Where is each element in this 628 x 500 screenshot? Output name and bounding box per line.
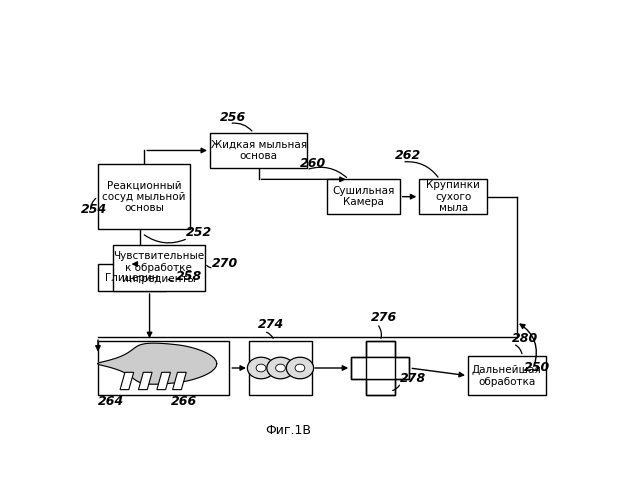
Text: 260: 260 xyxy=(300,156,326,170)
Bar xyxy=(249,341,312,395)
Text: 276: 276 xyxy=(371,310,397,324)
Polygon shape xyxy=(120,372,134,390)
Bar xyxy=(112,245,205,291)
Bar xyxy=(327,180,400,214)
Bar xyxy=(98,264,166,291)
Text: Чувствительные
к обработке
ингредиенты: Чувствительные к обработке ингредиенты xyxy=(113,252,204,284)
Text: Глицерин: Глицерин xyxy=(106,272,159,282)
Text: 278: 278 xyxy=(400,372,426,386)
Circle shape xyxy=(247,357,274,379)
Bar xyxy=(351,358,409,378)
Text: 270: 270 xyxy=(212,257,239,270)
Text: Крупинки
сухого
мыла: Крупинки сухого мыла xyxy=(426,180,480,214)
Circle shape xyxy=(256,364,266,372)
Bar xyxy=(210,133,307,168)
Text: 256: 256 xyxy=(220,110,246,124)
Text: 266: 266 xyxy=(171,396,197,408)
Text: 252: 252 xyxy=(186,226,212,239)
Bar xyxy=(351,358,409,378)
Text: Дальнейшая
обработка: Дальнейшая обработка xyxy=(472,365,542,386)
Polygon shape xyxy=(97,343,217,384)
Text: 250: 250 xyxy=(524,361,550,374)
Text: 258: 258 xyxy=(176,270,202,283)
Circle shape xyxy=(286,357,313,379)
Text: Жидкая мыльная
основа: Жидкая мыльная основа xyxy=(210,140,306,162)
Text: 274: 274 xyxy=(257,318,284,332)
Circle shape xyxy=(295,364,305,372)
Text: 280: 280 xyxy=(512,332,538,345)
Bar xyxy=(98,341,229,395)
Text: 262: 262 xyxy=(395,149,421,162)
Bar xyxy=(468,356,546,395)
Text: Сушильная
Камера: Сушильная Камера xyxy=(332,186,394,208)
Polygon shape xyxy=(173,372,187,390)
Bar xyxy=(98,164,190,230)
Text: Фиг.1В: Фиг.1В xyxy=(265,424,311,438)
Bar xyxy=(365,341,395,395)
Circle shape xyxy=(276,364,285,372)
Bar xyxy=(420,180,487,214)
Text: 254: 254 xyxy=(81,203,107,216)
Bar xyxy=(365,358,395,378)
Text: Реакционный
сосуд мыльной
основы: Реакционный сосуд мыльной основы xyxy=(102,180,186,214)
Polygon shape xyxy=(157,372,170,390)
Text: 264: 264 xyxy=(98,396,124,408)
Bar xyxy=(365,341,395,395)
Circle shape xyxy=(267,357,294,379)
Polygon shape xyxy=(138,372,152,390)
